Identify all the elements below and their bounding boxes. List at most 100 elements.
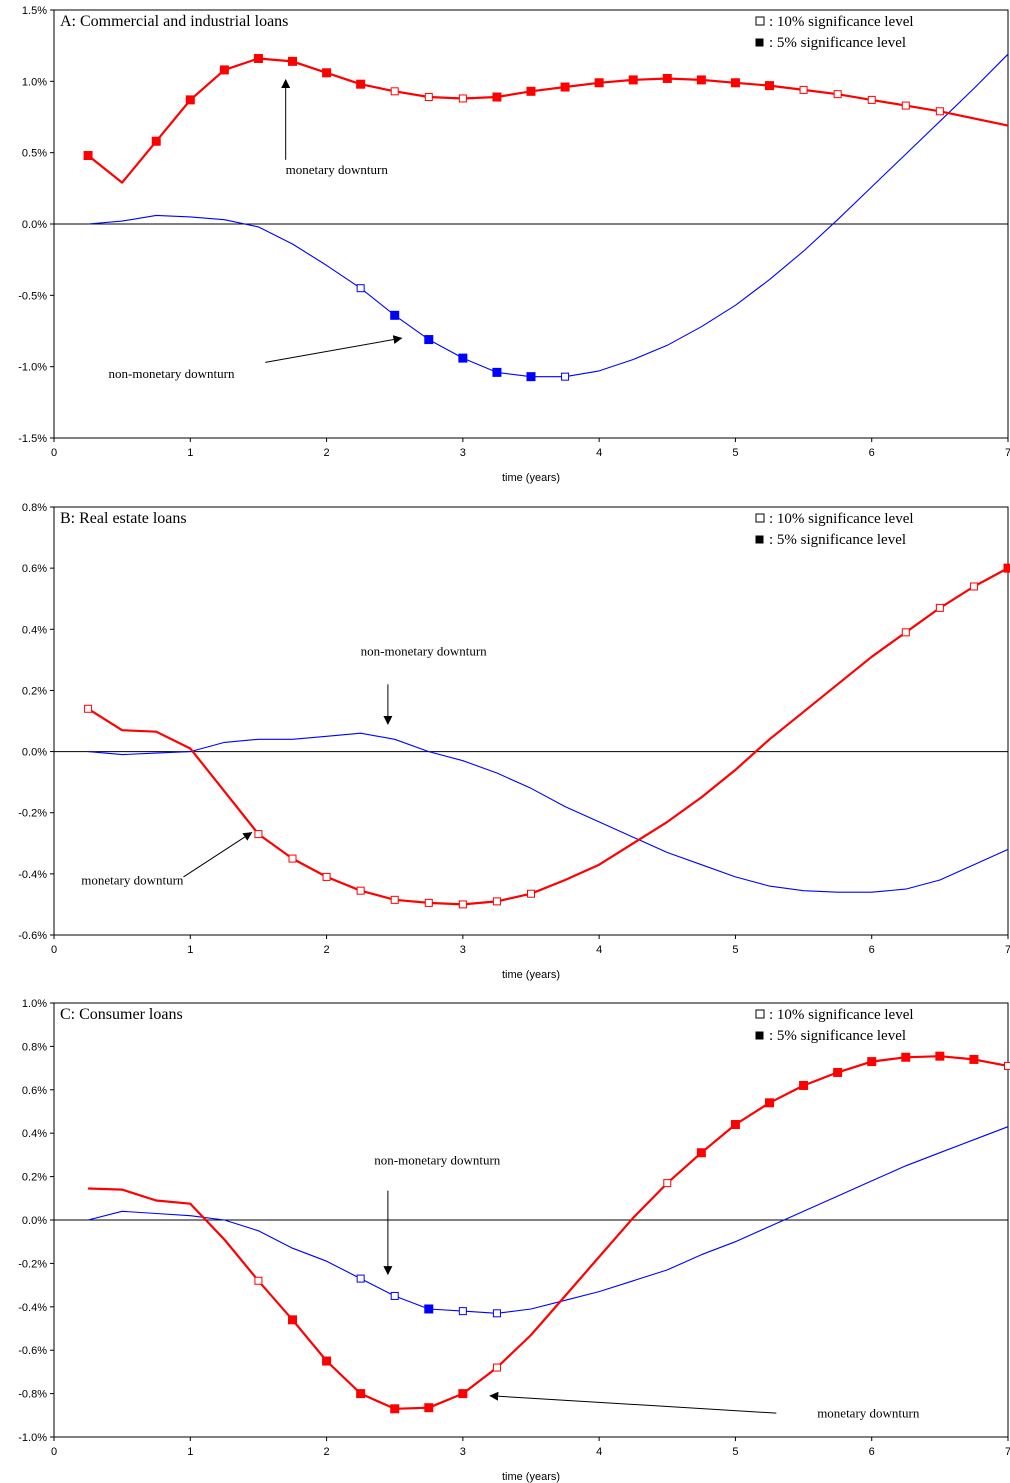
point-10pct-significant <box>1004 1061 1010 1070</box>
y-tick-label: -0.6% <box>18 930 47 942</box>
point-10pct-significant <box>935 603 944 612</box>
legend-filled-label: : 5% significance level <box>769 532 906 548</box>
point-5pct-significant <box>594 78 604 88</box>
legend-open-label: : 10% significance level <box>769 1007 914 1023</box>
point-5pct-significant <box>458 1389 468 1399</box>
x-tick-label: 1 <box>187 447 193 459</box>
non-monetary-downturn-line <box>87 1126 1009 1314</box>
y-tick-label: 0.4% <box>22 624 47 636</box>
point-5pct-significant <box>765 1098 774 1108</box>
point-5pct-significant <box>151 136 161 146</box>
y-tick-label: 0.0% <box>22 1215 47 1227</box>
point-5pct-significant <box>696 1148 706 1158</box>
point-10pct-significant <box>561 372 570 381</box>
point-10pct-significant <box>322 872 331 881</box>
y-tick-label: 0.5% <box>22 148 47 160</box>
y-tick-label: -0.2% <box>18 808 47 820</box>
point-5pct-significant <box>765 81 774 91</box>
point-10pct-significant <box>84 704 93 713</box>
point-5pct-significant <box>424 335 434 345</box>
point-5pct-significant <box>356 79 366 89</box>
point-5pct-significant <box>696 75 706 85</box>
point-10pct-significant <box>424 898 433 907</box>
point-10pct-significant <box>390 87 399 96</box>
point-5pct-significant <box>526 372 536 382</box>
point-10pct-significant <box>527 889 535 898</box>
point-10pct-significant <box>492 897 501 906</box>
legend-filled-marker <box>755 1031 764 1040</box>
legend-open-marker <box>755 16 765 26</box>
legend: : 10% significance level : 5% significanc… <box>755 1007 914 1044</box>
x-axis-label: time (years) <box>502 472 560 484</box>
monetary-downturn-line <box>87 57 1009 184</box>
point-10pct-significant <box>901 101 910 110</box>
point-10pct-significant <box>458 94 467 103</box>
point-10pct-significant <box>254 830 263 839</box>
point-10pct-significant <box>935 107 944 116</box>
legend-filled-label: : 5% significance level <box>769 35 906 51</box>
point-10pct-significant <box>254 1276 263 1285</box>
y-tick-label: 1.0% <box>22 76 47 88</box>
y-tick-label: 0.0% <box>22 219 47 231</box>
monetary-downturn-line <box>88 1055 1009 1410</box>
point-5pct-significant <box>288 56 297 66</box>
y-tick-label: -1.0% <box>18 1432 47 1444</box>
panel-title: C: Consumer loans <box>60 1006 183 1023</box>
chart-panel-c: 1.0% 0.8% 0.6% 0.4% 0.2% 0.0% -0.2% -0.4% -0.6% -… <box>18 998 1010 1483</box>
x-tick-label: 2 <box>324 1446 330 1458</box>
legend-filled-marker <box>755 535 764 544</box>
x-tick-label: 0 <box>51 944 57 956</box>
point-10pct-significant <box>458 900 467 909</box>
point-5pct-significant <box>390 310 400 320</box>
x-tick-label: 6 <box>869 447 875 459</box>
point-5pct-significant <box>526 86 536 96</box>
annotation-label: non-monetary downturn <box>374 1153 501 1168</box>
point-5pct-significant <box>219 65 229 75</box>
x-tick-label: 0 <box>51 1446 57 1458</box>
y-tick-label: -0.2% <box>18 1258 47 1270</box>
point-5pct-significant <box>322 1356 332 1366</box>
y-tick-label: -0.4% <box>18 869 47 881</box>
x-tick-label: 5 <box>732 447 738 459</box>
x-tick-label: 6 <box>869 1446 875 1458</box>
point-5pct-significant <box>833 1067 843 1077</box>
annotation-label: monetary downturn <box>817 1405 920 1420</box>
x-tick-label: 7 <box>1005 447 1010 459</box>
y-tick-label: -0.5% <box>18 290 47 302</box>
y-tick-label: -1.5% <box>18 433 47 445</box>
panel-title: A: Commercial and industrial loans <box>60 13 288 30</box>
y-tick-label: 0.2% <box>22 685 47 697</box>
legend-filled-label: : 5% significance level <box>769 1028 906 1044</box>
point-5pct-significant <box>969 1054 979 1064</box>
point-10pct-significant <box>969 582 978 591</box>
non-monetary-downturn-line <box>88 732 1009 893</box>
annotation-label: non-monetary downturn <box>109 366 236 381</box>
x-tick-label: 3 <box>460 447 466 459</box>
x-tick-label: 1 <box>187 1446 193 1458</box>
point-10pct-significant <box>356 284 365 293</box>
point-10pct-significant <box>901 628 910 637</box>
point-10pct-significant <box>799 85 808 94</box>
monetary-downturn-line <box>87 567 1009 906</box>
annotation-arrow <box>183 832 253 878</box>
chart-panel-a: 1.5% 1.0% 0.5% 0.0% -0.5% -1.0% -1.5% 0 1 2 3 4 5 6 7 t… <box>18 5 1010 484</box>
legend-open-label: : 10% significance level <box>769 14 914 30</box>
plot-frame <box>53 506 1009 936</box>
x-tick-label: 4 <box>596 944 602 956</box>
point-5pct-significant <box>560 82 570 92</box>
x-tick-label: 7 <box>1005 1446 1010 1458</box>
point-5pct-significant <box>458 353 468 363</box>
x-tick-label: 2 <box>324 944 330 956</box>
legend-open-label: : 10% significance level <box>769 511 914 527</box>
point-5pct-significant <box>288 1315 297 1325</box>
point-5pct-significant <box>492 367 502 377</box>
x-tick-label: 3 <box>460 1446 466 1458</box>
point-5pct-significant <box>492 92 502 102</box>
x-tick-label: 3 <box>460 944 466 956</box>
annotation-label: monetary downturn <box>286 162 389 177</box>
point-10pct-significant <box>424 93 433 102</box>
point-10pct-significant <box>663 1179 672 1188</box>
y-tick-label: 0.6% <box>22 563 47 575</box>
point-10pct-significant <box>390 1291 399 1300</box>
legend: : 10% significance level : 5% significanc… <box>755 511 914 548</box>
